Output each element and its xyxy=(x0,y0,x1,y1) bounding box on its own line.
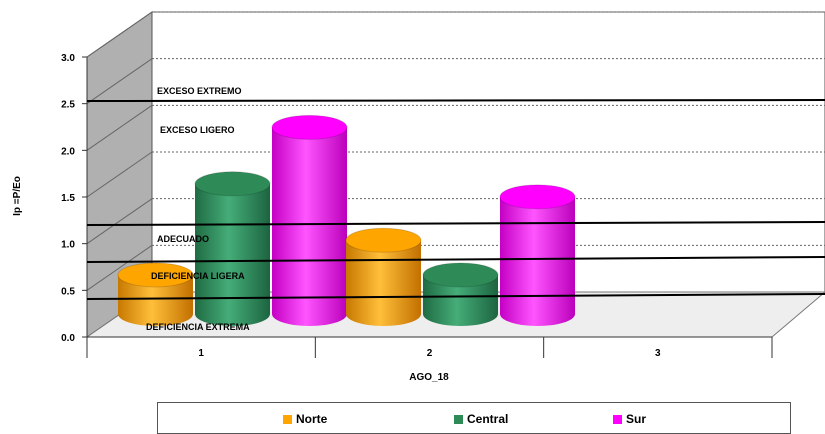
bar-norte-2 xyxy=(345,227,422,326)
legend-swatch-sur xyxy=(613,414,622,424)
y-axis-ticks: 0.0 0.5 1.0 1.5 2.0 2.5 3.0 xyxy=(61,53,88,344)
y-tick-label: 1.0 xyxy=(61,240,75,251)
legend-item-sur: Sur xyxy=(613,412,646,426)
gridline-side xyxy=(86,11,153,58)
legend-swatch-norte xyxy=(283,414,292,424)
bar-top xyxy=(499,184,576,210)
threshold-lines: EXCESO EXTREMO EXCESO LIGERO ADECUADO DEFIC… xyxy=(86,86,825,332)
bar-central-1 xyxy=(194,171,271,326)
y-tick-label: 2.5 xyxy=(61,100,75,111)
bar-top xyxy=(345,227,422,253)
x-tick-label-3: 3 xyxy=(655,348,661,359)
legend-item-norte: Norte xyxy=(283,412,327,426)
threshold-label-deficiencia-ligera: DEFICIENCIA LIGERA xyxy=(151,271,245,281)
y-axis-label: Ip =P/Eo xyxy=(12,176,23,216)
y-tick-label: 2.0 xyxy=(61,146,75,157)
y-tick-label: 1.5 xyxy=(61,193,75,204)
threshold-label-adecuado: ADECUADO xyxy=(157,234,209,244)
bar-sur-1 xyxy=(271,114,348,326)
threshold-line-exceso-extremo xyxy=(86,99,825,102)
y-tick-label: 3.0 xyxy=(61,53,75,64)
threshold-label-deficiencia-extrema: DEFICIENCIA EXTREMA xyxy=(146,322,250,332)
legend-label-norte: Norte xyxy=(296,412,328,426)
x-axis: 1 2 3 xyxy=(86,336,773,359)
y-tick-label: 0.5 xyxy=(61,286,75,297)
y-tick-label: 0.0 xyxy=(61,333,75,344)
threshold-line-deficiencia-ligera xyxy=(86,256,825,263)
bar-body xyxy=(195,183,270,326)
bar-body xyxy=(500,196,575,326)
bar-body xyxy=(118,274,193,326)
bar-top xyxy=(422,262,499,288)
x-tick-label-2: 2 xyxy=(427,348,433,359)
bar-body xyxy=(346,240,421,326)
legend-label-sur: Sur xyxy=(626,412,647,426)
threshold-label-exceso-ligero: EXCESO LIGERO xyxy=(160,125,235,135)
bar-top xyxy=(117,262,194,288)
bar-top xyxy=(194,171,271,197)
gridline-side xyxy=(86,151,153,198)
bar-body xyxy=(423,274,498,326)
legend-item-central: Central xyxy=(454,412,508,426)
bar-sur-2 xyxy=(499,184,576,326)
x-tick-label-1: 1 xyxy=(198,348,204,359)
legend-label-central: Central xyxy=(467,412,509,426)
bar-central-2 xyxy=(422,262,499,326)
gridline-side xyxy=(86,104,153,151)
gridline-side xyxy=(86,244,153,291)
threshold-line-deficiencia-extrema xyxy=(86,293,825,300)
bar-body xyxy=(272,127,347,326)
gridline-side xyxy=(86,198,153,245)
bar-norte-1 xyxy=(117,262,194,326)
legend-swatch-central xyxy=(454,414,463,424)
x-axis-label: AGO_18 xyxy=(409,372,449,383)
bars xyxy=(117,114,576,326)
gridline-side xyxy=(86,58,153,105)
legend: Norte Central Sur xyxy=(157,402,791,434)
threshold-line-adecuado xyxy=(86,221,825,226)
threshold-label-exceso-extremo: EXCESO EXTREMO xyxy=(157,86,242,96)
gridlines xyxy=(86,11,825,291)
bar-top xyxy=(271,114,348,140)
